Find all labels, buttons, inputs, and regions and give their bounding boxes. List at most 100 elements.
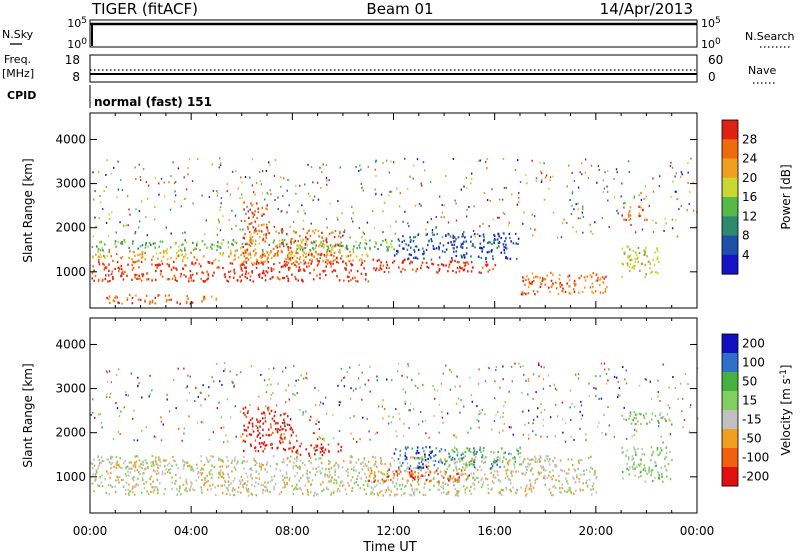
heatmap-cell xyxy=(138,274,140,277)
heatmap-cell xyxy=(197,158,199,160)
heatmap-cell xyxy=(284,424,286,427)
heatmap-cell xyxy=(689,404,692,406)
heatmap-cell xyxy=(606,286,608,289)
heatmap-cell xyxy=(608,424,610,427)
heatmap-cell xyxy=(294,260,296,263)
colorbar-segment xyxy=(722,334,738,354)
heatmap-cell xyxy=(488,367,490,370)
heatmap-cell xyxy=(140,260,143,263)
heatmap-cell xyxy=(411,472,413,475)
heatmap-cell xyxy=(389,225,392,228)
heatmap-cell xyxy=(440,448,443,451)
heatmap-cell xyxy=(315,240,317,243)
heatmap-cell xyxy=(456,246,458,249)
heatmap-cell xyxy=(457,451,459,454)
heatmap-cell xyxy=(659,175,661,178)
heatmap-cell xyxy=(299,487,301,490)
heatmap-cell xyxy=(119,457,121,460)
heatmap-cell xyxy=(281,240,284,243)
heatmap-cell xyxy=(426,478,429,481)
heatmap-cell xyxy=(340,449,342,452)
heatmap-cell xyxy=(549,176,552,179)
heatmap-cell xyxy=(409,236,411,239)
heatmap-cell xyxy=(97,455,99,458)
heatmap-cell xyxy=(458,490,460,493)
heatmap-cell xyxy=(418,202,421,205)
heatmap-cell xyxy=(637,247,640,250)
heatmap-cell xyxy=(265,486,268,489)
heatmap-cell xyxy=(678,208,680,211)
heatmap-cell xyxy=(320,187,322,189)
colorbar-tick-label: -15 xyxy=(742,413,762,427)
heatmap-cell xyxy=(510,470,513,473)
heatmap-cell xyxy=(224,368,226,371)
heatmap-cell xyxy=(202,384,204,387)
heatmap-cell xyxy=(464,491,467,494)
heatmap-cell xyxy=(286,423,289,426)
heatmap-cell xyxy=(602,291,604,294)
heatmap-cell xyxy=(456,469,458,472)
heatmap-cell xyxy=(221,465,224,468)
x-tick-label: 08:00 xyxy=(275,524,310,538)
heatmap-cell xyxy=(436,271,439,274)
heatmap-cell xyxy=(130,372,132,375)
heatmap-cell xyxy=(595,476,598,479)
heatmap-cell xyxy=(136,260,139,263)
heatmap-cell xyxy=(140,178,142,181)
heatmap-cell xyxy=(159,458,161,461)
heatmap-cell xyxy=(267,256,269,259)
heatmap-cell xyxy=(124,459,127,462)
heatmap-cell xyxy=(302,411,304,414)
heatmap-cell xyxy=(296,449,299,452)
heatmap-cell xyxy=(518,191,520,194)
heatmap-cell xyxy=(139,245,142,248)
colorbar-tick-label: 100 xyxy=(742,356,765,370)
heatmap-cell xyxy=(287,279,290,283)
heatmap-cell xyxy=(460,399,462,401)
heatmap-cell xyxy=(251,184,254,187)
heatmap-cell xyxy=(369,472,372,475)
heatmap-cell xyxy=(525,485,528,488)
heatmap-cell xyxy=(573,477,575,481)
heatmap-cell xyxy=(561,483,563,486)
heatmap-cell xyxy=(295,464,297,467)
heatmap-cell xyxy=(226,279,228,282)
heatmap-cell xyxy=(539,282,542,285)
heatmap-cell xyxy=(454,480,457,483)
heatmap-cell xyxy=(540,435,542,438)
heatmap-cell xyxy=(257,433,260,437)
heatmap-cell xyxy=(399,449,402,452)
heatmap-cell xyxy=(648,466,651,469)
heatmap-cell xyxy=(257,224,260,227)
heatmap-cell xyxy=(420,264,423,267)
heatmap-cell xyxy=(222,476,225,480)
heatmap-cell xyxy=(325,468,327,471)
heatmap-cell xyxy=(272,392,274,395)
heatmap-cell xyxy=(640,192,642,194)
heatmap-cell xyxy=(227,473,229,476)
heatmap-cell xyxy=(488,225,490,228)
heatmap-cell xyxy=(318,428,320,431)
heatmap-cell xyxy=(276,463,278,466)
heatmap-cell xyxy=(171,481,173,484)
heatmap-cell xyxy=(421,456,423,459)
heatmap-cell xyxy=(473,447,475,450)
heatmap-cell xyxy=(474,458,476,461)
heatmap-cell xyxy=(358,244,360,247)
heatmap-cell xyxy=(243,237,246,240)
heatmap-cell xyxy=(310,166,313,169)
heatmap-cell xyxy=(466,447,468,450)
heatmap-cell xyxy=(309,195,311,198)
heatmap-cell xyxy=(349,254,352,257)
heatmap-cell xyxy=(586,485,589,488)
heatmap-cell xyxy=(497,473,499,477)
freq-right-label: Nave xyxy=(748,64,776,77)
heatmap-cell xyxy=(381,472,384,475)
heatmap-cell xyxy=(184,264,186,267)
heatmap-cell xyxy=(126,298,129,301)
heatmap-cell xyxy=(319,273,321,276)
heatmap-cell xyxy=(634,251,637,254)
heatmap-cell xyxy=(211,261,214,264)
heatmap-cell xyxy=(367,468,370,472)
heatmap-cell xyxy=(418,491,421,494)
